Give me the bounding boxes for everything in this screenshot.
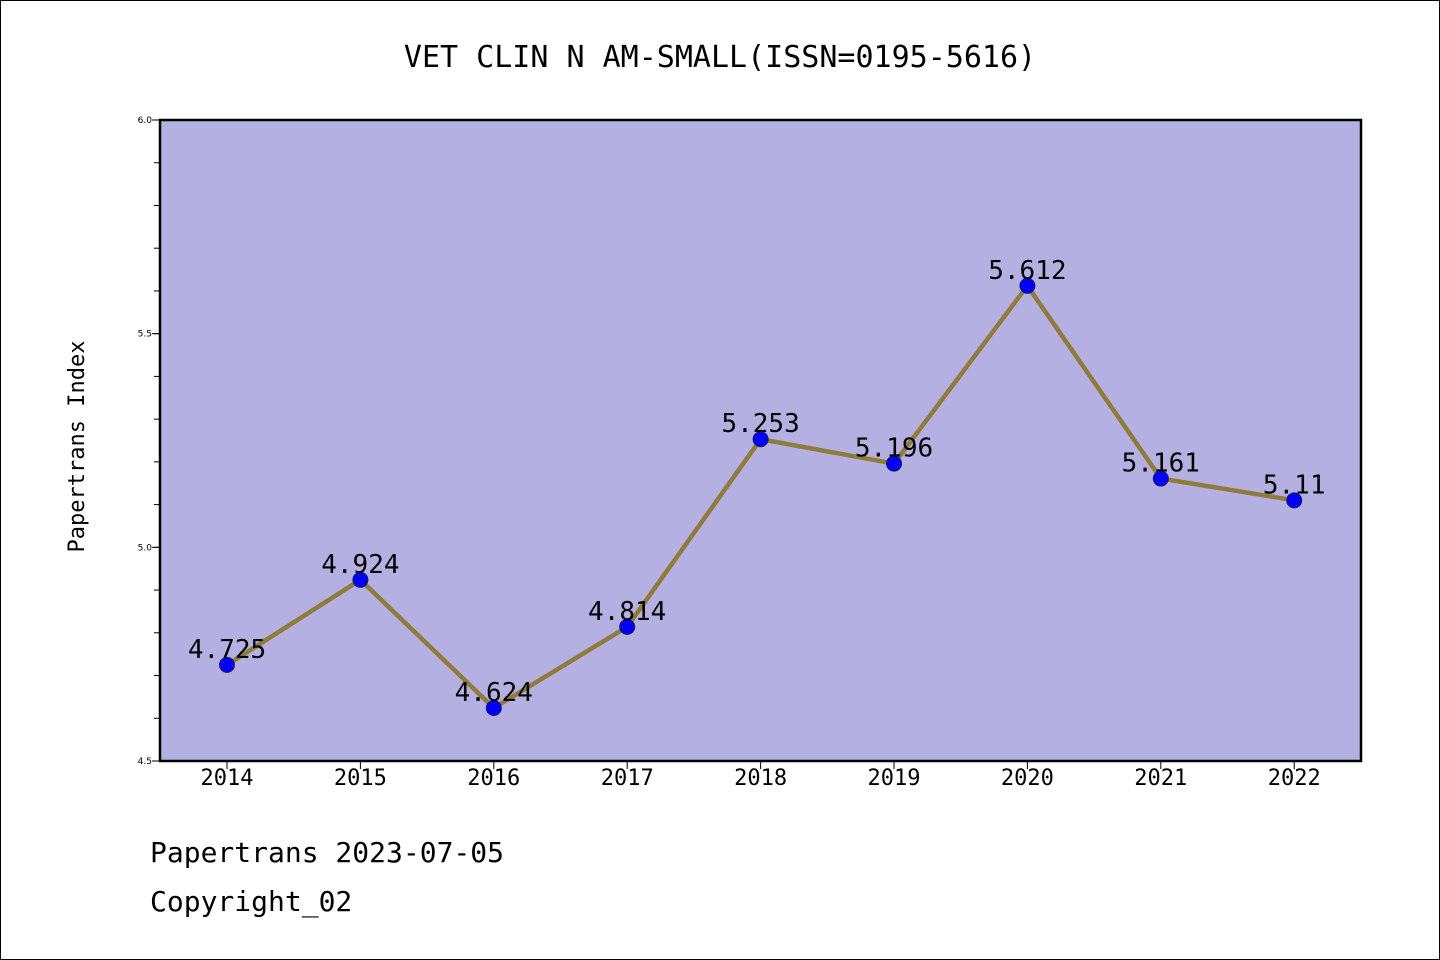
data-point — [485, 700, 502, 717]
data-point — [352, 571, 369, 588]
data-label: 5.612 — [988, 256, 1066, 286]
x-tick-label: 2014 — [201, 766, 254, 791]
data-point — [1286, 492, 1303, 509]
footer-date: Papertrans 2023-07-05 — [150, 836, 505, 869]
x-tick-label: 2017 — [601, 766, 654, 791]
footer-copyright: Copyright_02 — [150, 885, 353, 918]
x-tick-label: 2020 — [1001, 766, 1054, 791]
x-axis-ticks: 2014 2015 2016 2017 2018 2019 2020 2021 2022 — [201, 761, 1321, 791]
data-label: 5.11 — [1263, 470, 1326, 500]
data-point — [886, 455, 902, 472]
x-tick-label: 2019 — [868, 766, 921, 791]
data-label: 5.161 — [1122, 449, 1200, 479]
data-label: 4.814 — [588, 597, 666, 627]
data-point — [619, 618, 636, 635]
data-markers — [219, 277, 1303, 717]
data-point — [752, 431, 769, 448]
y-tick-label: 5.0 — [138, 543, 153, 553]
data-label: 5.196 — [855, 434, 933, 464]
data-point — [1019, 277, 1036, 294]
data-label: 4.725 — [188, 635, 266, 665]
data-label: 4.624 — [455, 678, 533, 708]
y-axis-label: Papertrans Index — [65, 341, 90, 553]
x-tick-label: 2015 — [334, 766, 387, 791]
y-tick-label: 5.5 — [138, 330, 152, 340]
x-tick-label: 2016 — [467, 766, 520, 791]
y-tick-label: 6.0 — [138, 116, 153, 126]
data-labels: 4.725 4.924 4.624 4.814 5.253 5.196 5.612 5.161… — [188, 256, 1326, 708]
data-point — [1152, 470, 1169, 487]
x-tick-label: 2022 — [1268, 766, 1321, 791]
y-tick-label: 4.5 — [138, 757, 152, 767]
chart-title: VET CLIN N AM-SMALL(ISSN=0195-5616) — [404, 40, 1036, 75]
x-tick-label: 2021 — [1134, 766, 1187, 791]
data-label: 5.253 — [721, 409, 799, 439]
y-axis-ticks: 4.5 5.0 5.5 6.0 — [138, 116, 160, 767]
data-label: 4.924 — [321, 550, 399, 580]
x-tick-label: 2018 — [734, 766, 787, 791]
data-point — [219, 656, 235, 673]
plot-border — [158, 118, 1363, 763]
